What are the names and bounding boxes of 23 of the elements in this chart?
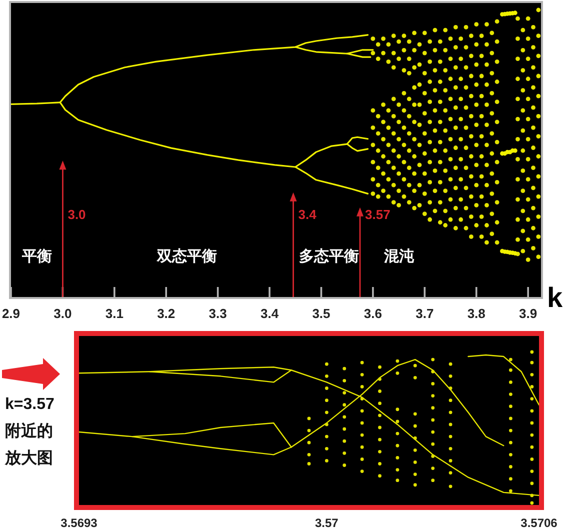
annotation: 3.0 — [68, 207, 86, 222]
annotation: 平衡 — [20, 248, 52, 266]
annotation: 多态平衡 — [299, 248, 359, 266]
x-tick-label: 2.9 — [2, 306, 20, 321]
x-tick-label: 3.3 — [208, 306, 227, 321]
annotation: 双态平衡 — [156, 248, 217, 266]
x-tick-label: 3.0 — [54, 306, 72, 321]
x-tick-label: 3.8 — [467, 306, 486, 321]
x-tick-label: 3.4 — [260, 306, 280, 321]
text: k=3.57附近的放大图 — [4, 396, 54, 467]
x-tick-label: 3.9 — [519, 306, 538, 321]
x-tick-label: 3.57 — [315, 516, 339, 530]
x-tick-label: 3.7 — [416, 306, 434, 321]
x-tick-label: 3.1 — [105, 306, 124, 321]
annotation: 混沌 — [382, 248, 415, 266]
x-axis-title: k — [547, 282, 563, 313]
annotation: 3.57 — [365, 207, 390, 222]
x-tick-label: 3.2 — [157, 306, 176, 321]
x-tick-label: 3.5706 — [520, 516, 558, 530]
x-tick-label: 3.6 — [364, 306, 382, 321]
x-tick-label: 3.5693 — [60, 516, 98, 530]
annotation: 3.4 — [298, 207, 318, 222]
x-tick-label: 3.5 — [312, 306, 330, 321]
